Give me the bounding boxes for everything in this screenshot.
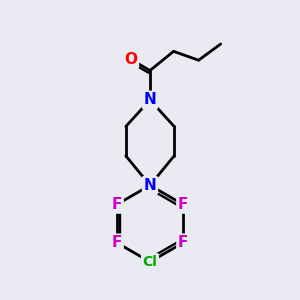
Text: Cl: Cl bbox=[142, 255, 158, 269]
Text: F: F bbox=[112, 197, 122, 212]
Text: O: O bbox=[124, 52, 137, 67]
Text: F: F bbox=[178, 197, 188, 212]
Text: F: F bbox=[178, 235, 188, 250]
Text: F: F bbox=[112, 235, 122, 250]
Text: N: N bbox=[144, 92, 156, 107]
Text: N: N bbox=[144, 178, 156, 193]
